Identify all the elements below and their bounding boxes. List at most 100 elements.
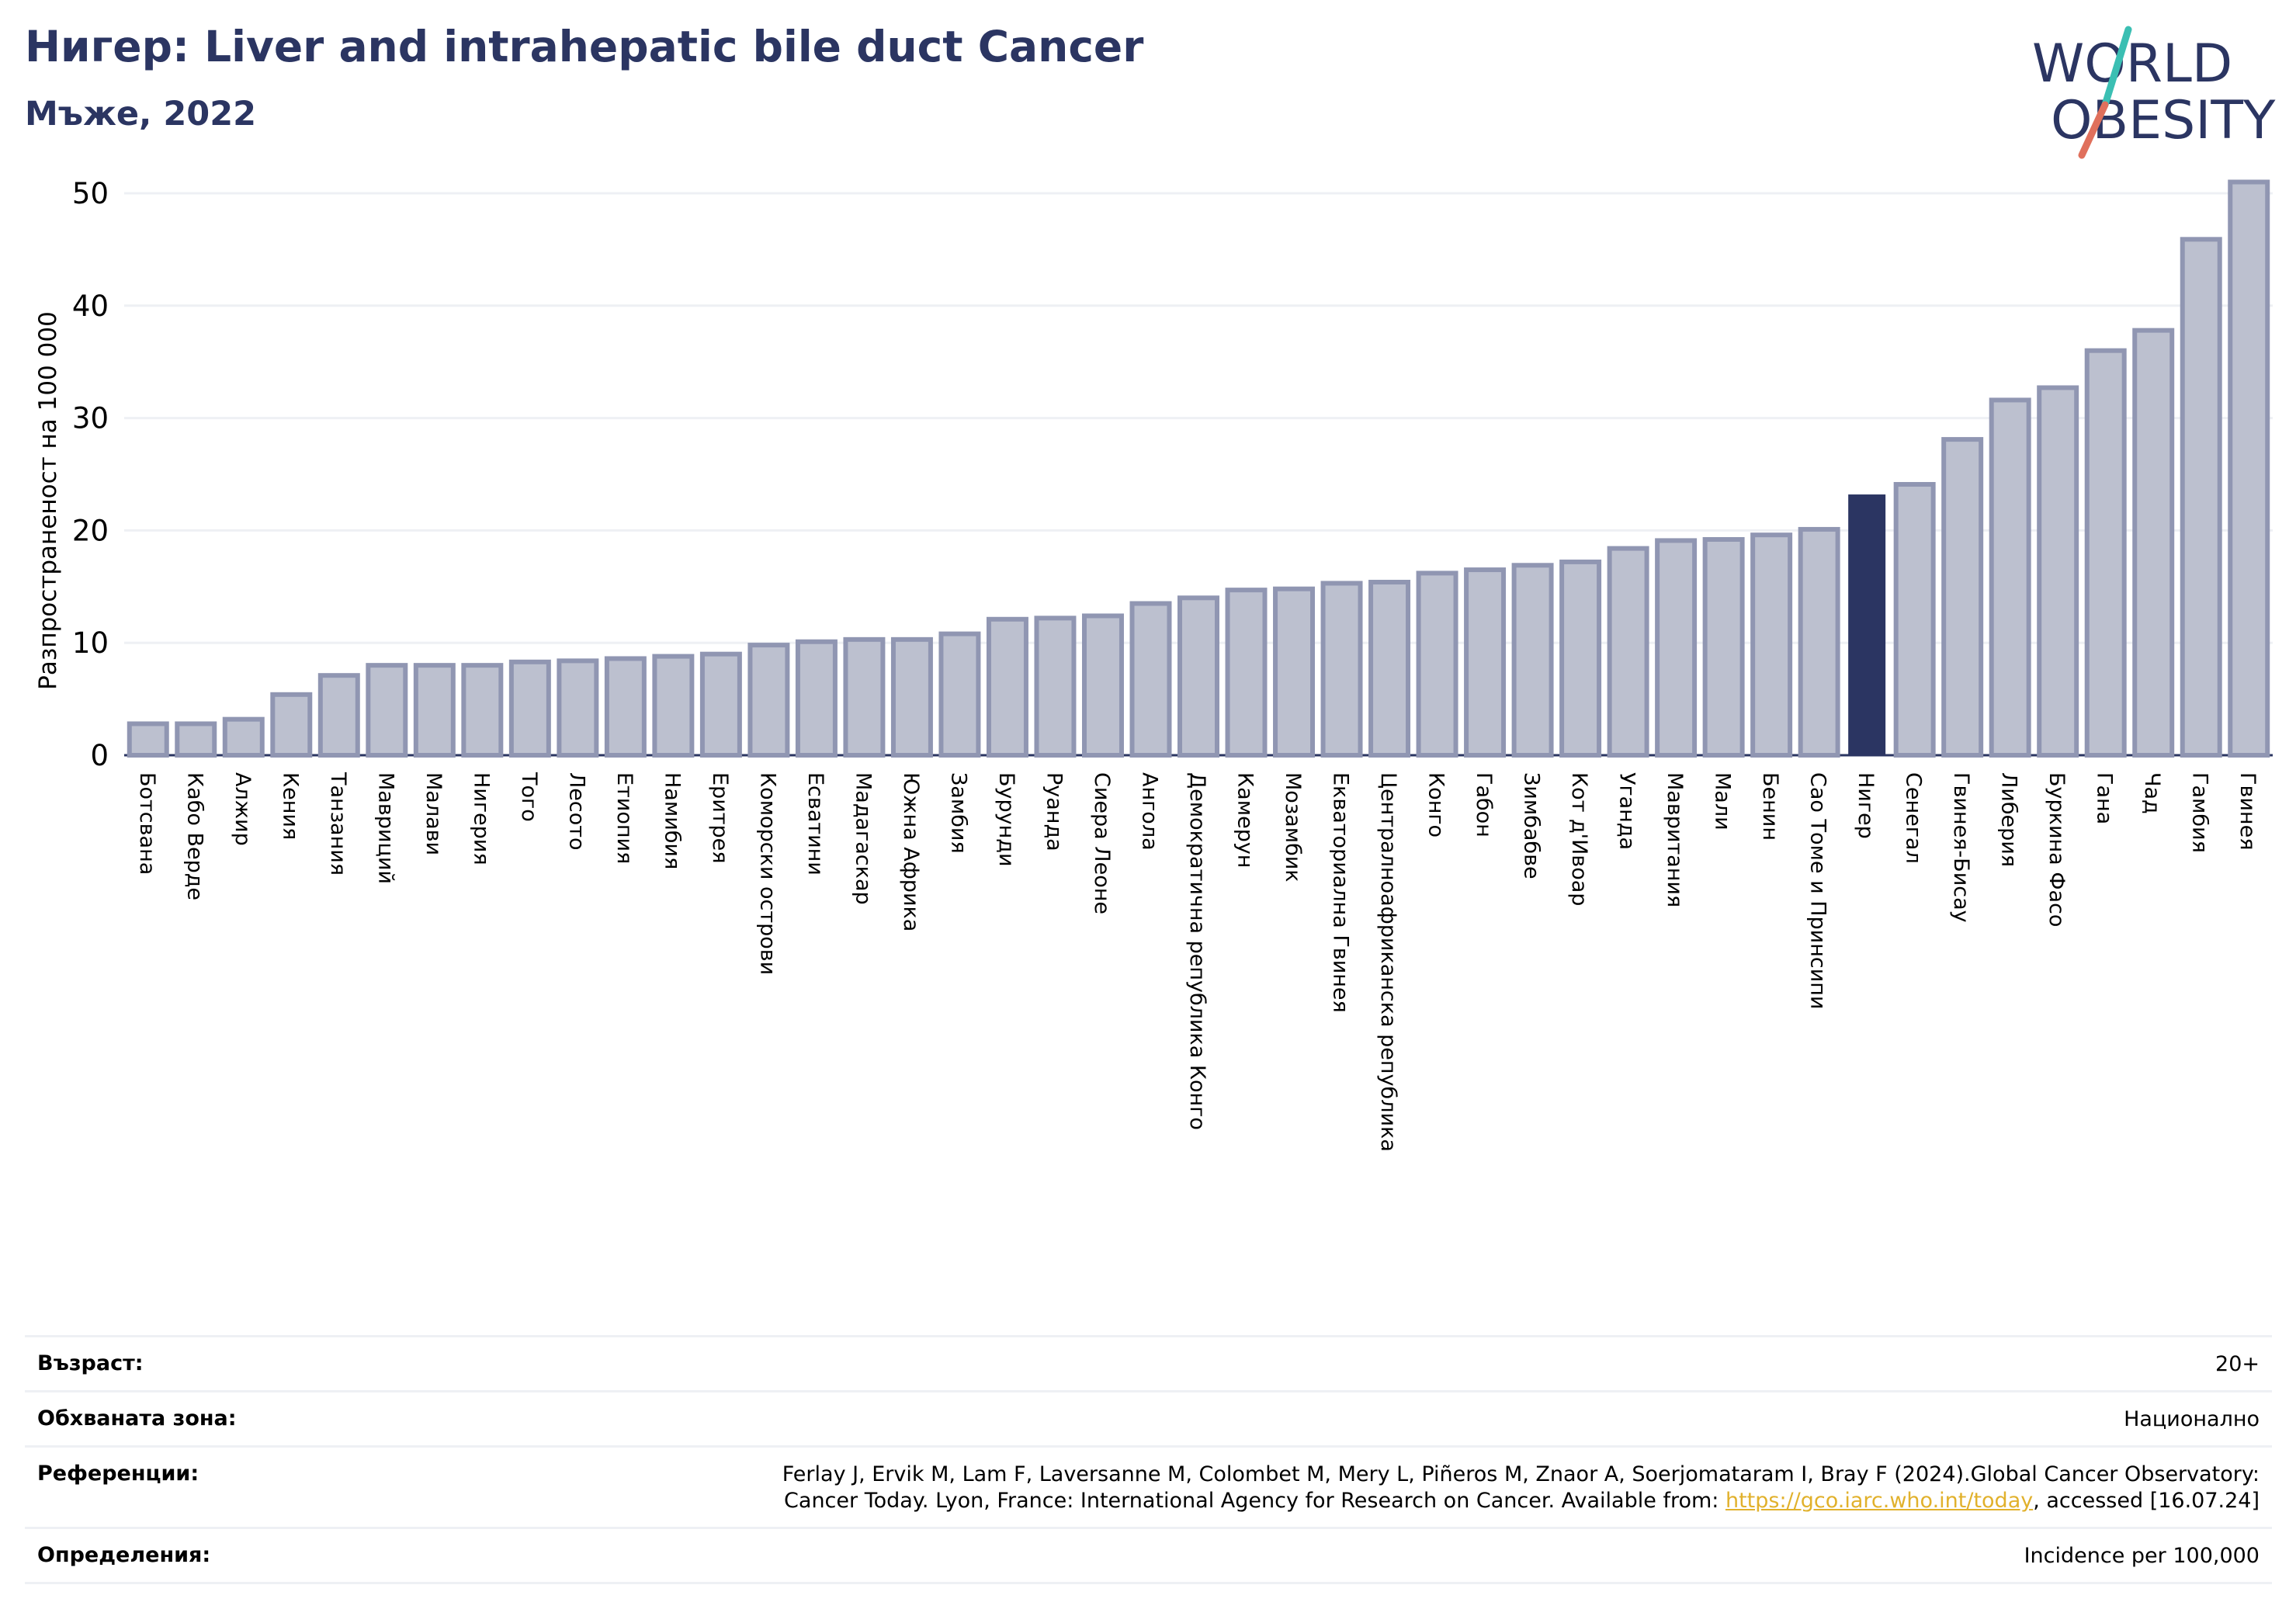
y-tick-label: 50	[72, 177, 109, 210]
x-tick-label: Гвинея	[2235, 772, 2260, 850]
y-tick-label: 30	[72, 402, 109, 435]
world-obesity-logo: WORLD OBESITY	[2032, 26, 2276, 159]
area-value: Национално	[2124, 1407, 2260, 1431]
bar	[222, 716, 265, 758]
references-line2-pre: Cancer Today. Lyon, France: Internationa…	[784, 1489, 1725, 1513]
y-tick-label: 10	[72, 626, 109, 660]
bar	[1702, 536, 1745, 758]
x-tick-label: Есватини	[803, 772, 827, 876]
y-axis-label: Разпространеност на 100 000	[34, 311, 62, 690]
x-tick-label: Либерия	[1997, 772, 2021, 867]
bars	[127, 179, 2270, 758]
bar	[1989, 397, 2031, 758]
x-tick-label: Того	[517, 772, 541, 822]
x-tick-label: Демократична република Конго	[1185, 772, 1209, 1130]
page-title: Нигер: Liver and intrahepatic bile duct …	[25, 22, 1144, 71]
x-axis-labels: Ботсвана Кабо Верде Алжир Кения Танзания Мавр…	[135, 772, 2260, 1152]
x-tick-label: Нигерия	[469, 772, 493, 865]
bar	[652, 654, 695, 758]
bar	[127, 721, 169, 758]
x-tick-label: Конго	[1424, 772, 1448, 838]
x-tick-label: Алжир	[231, 772, 255, 846]
x-tick-label: Еритрея	[708, 772, 732, 863]
definitions-label: Определения:	[37, 1543, 211, 1567]
bar	[1893, 482, 1936, 758]
x-tick-label: Ботсвана	[135, 772, 159, 875]
bar	[747, 643, 790, 758]
bar	[938, 631, 981, 758]
bar	[843, 636, 886, 758]
x-tick-label: Кения	[278, 772, 302, 840]
references-label: Референции:	[37, 1462, 199, 1486]
x-tick-label: Мавритания	[1663, 772, 1687, 907]
bar	[1129, 601, 1172, 758]
references-value: Ferlay J, Ervik M, Lam F, Laversanne M, …	[782, 1462, 2260, 1514]
x-tick-label: Гана	[2093, 772, 2117, 824]
x-tick-label: Мали	[1711, 772, 1735, 831]
x-tick-label: Гвинея-Бисау	[1949, 772, 1973, 923]
x-tick-label: Кабо Верде	[182, 772, 206, 900]
x-tick-label: Мозамбик	[1281, 772, 1305, 883]
bar-highlighted	[1848, 494, 1886, 755]
bar	[2180, 237, 2222, 758]
x-tick-label: Малави	[421, 772, 446, 855]
info-table: Възраст: 20+ Обхваната зона: Национално …	[25, 1335, 2272, 1584]
x-tick-label: Сао Томе и Принсипи	[1806, 772, 1830, 1009]
bar	[413, 663, 456, 758]
x-tick-label: Намибия	[660, 772, 684, 869]
x-tick-label: Чад	[2140, 772, 2164, 814]
x-tick-label: Етиопия	[612, 772, 636, 864]
bar	[1464, 567, 1507, 758]
x-tick-label: Мавриций	[373, 772, 397, 884]
bar	[1320, 581, 1363, 758]
bar	[1177, 595, 1219, 758]
bar	[1511, 563, 1554, 758]
x-tick-label: Сиера Леоне	[1090, 772, 1114, 914]
info-row-age: Възраст: 20+	[25, 1335, 2272, 1390]
bar-chart: 0 10 20 30 40 50 Ботсвана Кабо Верде Алжир Кения…	[34, 177, 2273, 1152]
references-line1: Ferlay J, Ervik M, Lam F, Laversanne M, …	[782, 1462, 2260, 1486]
x-tick-label: Лесото	[564, 772, 588, 851]
x-tick-label: Руанда	[1042, 772, 1066, 851]
x-tick-label: Нигер	[1854, 772, 1878, 839]
x-tick-label: Кот д'Ивоар	[1567, 772, 1591, 906]
references-link[interactable]: https://gco.iarc.who.int/today	[1725, 1489, 2034, 1513]
y-tick-label: 40	[72, 290, 109, 323]
bar	[1416, 570, 1458, 758]
x-tick-label: Буркина Фасо	[2045, 772, 2069, 927]
definitions-value: Incidence per 100,000	[2024, 1544, 2260, 1568]
bar	[1081, 613, 1124, 758]
bar	[1941, 437, 1984, 758]
x-tick-label: Екваториална Гвинея	[1329, 772, 1353, 1013]
bar	[1655, 538, 1698, 758]
bar	[1607, 546, 1649, 758]
bar	[890, 636, 933, 758]
bar	[986, 616, 1028, 758]
area-label: Обхваната зона:	[37, 1406, 237, 1431]
info-row-area: Обхваната зона: Национално	[25, 1390, 2272, 1445]
bar	[317, 673, 360, 758]
bar	[508, 659, 551, 758]
x-tick-label: Ангола	[1137, 772, 1161, 851]
x-tick-label: Бурунди	[994, 772, 1018, 867]
x-tick-label: Замбия	[946, 772, 970, 854]
bar	[461, 663, 504, 758]
references-line2-post: , accessed [16.07.24]	[2033, 1489, 2260, 1513]
age-value: 20+	[2215, 1352, 2260, 1376]
bar	[1559, 559, 1602, 758]
x-tick-label: Гамбия	[2188, 772, 2212, 853]
bar	[270, 692, 313, 758]
bar	[2037, 385, 2079, 758]
x-tick-label: Зимбабве	[1520, 772, 1544, 879]
x-tick-label: Уганда	[1615, 772, 1639, 850]
bar	[795, 639, 838, 758]
y-tick-label: 0	[90, 739, 109, 772]
bar	[1798, 526, 1840, 758]
x-tick-label: Коморски острови	[755, 772, 779, 975]
x-tick-label: Камерун	[1233, 772, 1257, 868]
logo-line1: WORLD	[2032, 33, 2232, 95]
bar	[2228, 179, 2270, 758]
age-label: Възраст:	[37, 1351, 144, 1375]
bar	[699, 651, 742, 758]
x-tick-label: Сенегал	[1902, 772, 1926, 864]
